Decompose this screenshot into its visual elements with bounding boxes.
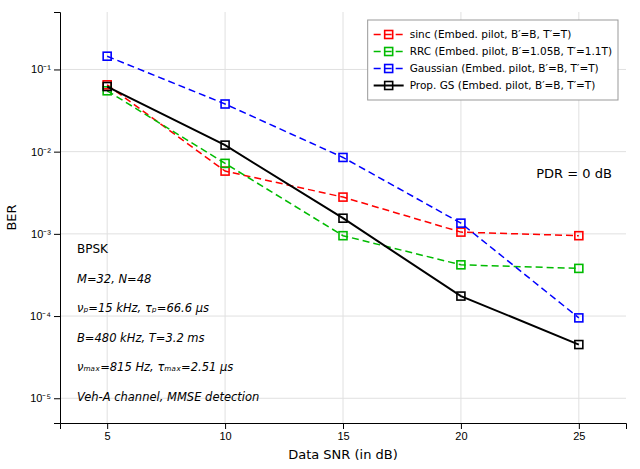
legend-marker [385,65,393,73]
x-axis-title: Data SNR (in dB) [288,447,398,462]
y-tick-label: 10⁻⁴ [30,310,51,322]
y-tick-mark [54,316,60,317]
legend-item: Prop. GS (Embed. pilot, B′=B, T′=T) [374,79,596,91]
marker [103,83,111,91]
legend-label: Prop. GS (Embed. pilot, B′=B, T′=T) [410,79,596,91]
y-tick-mark [54,152,60,153]
x-tick-label: 15 [337,430,349,442]
y-tick-mark [54,234,60,235]
x-tick-mark [579,423,580,429]
y-tick: 10⁻⁵ [30,392,60,404]
marker [575,314,583,322]
x-axis-line [61,424,627,430]
series [103,81,583,240]
legend-marker [385,82,393,90]
marker [457,219,465,227]
x-tick-mark [343,423,344,429]
x-tick-mark [225,423,226,429]
marker [221,141,229,149]
marker [575,232,583,240]
annotation: νₘₐₓ=815 Hz, τₘₐₓ=2.51 μs [77,360,233,374]
x-tick: 10 [219,423,231,442]
legend-item: Gaussian (Embed. pilot, B′=B, T′=T) [374,62,599,74]
marker [221,100,229,108]
legend: sinc (Embed. pilot, B′=B, T′=T) RRC (Embe… [368,20,618,100]
x-tick-mark [461,423,462,429]
x-axis: 5 10 15 20 25 [61,423,627,442]
x-tick: 5 [105,423,111,442]
marker [339,153,347,161]
legend-swatch [374,51,404,53]
y-tick: 10⁻⁴ [30,310,60,322]
annotation: B=480 kHz, T=3.2 ms [77,331,205,345]
x-tick: 15 [337,423,349,442]
marker [457,228,465,236]
series [103,87,583,273]
y-tick: 10⁻³ [31,228,60,240]
y-tick-label: 10⁻¹ [31,63,51,75]
grid [60,12,626,423]
x-tick-label: 5 [105,430,111,442]
x-tick: 25 [573,423,585,442]
marker [339,193,347,201]
y-axis-title: BER [4,204,19,230]
legend-marker [385,48,393,56]
marker [575,264,583,272]
marker [457,292,465,300]
marker [457,261,465,269]
legend-swatch [374,68,404,70]
marker [339,232,347,240]
x-tick-label: 10 [219,430,231,442]
series-line [107,91,579,269]
y-tick-label: 10⁻⁵ [30,392,51,404]
annotation: PDR = 0 dB [536,166,612,181]
chart: 5 10 15 20 25 10⁻⁵ 10⁻⁴ 10⁻³ 10⁻² 10⁻¹ sinc (Embed… [0,0,640,469]
x-tick-mark [107,423,108,429]
legend-label: Gaussian (Embed. pilot, B′=B, T′=T) [410,62,599,74]
x-tick: 20 [455,423,467,442]
marker [221,159,229,167]
y-tick-mark [54,398,60,399]
legend-label: RRC (Embed. pilot, B′=1.05B, T′=1.1T) [410,45,612,57]
y-tick: 10⁻¹ [31,63,60,75]
marker [103,52,111,60]
annotation: νₚ=15 kHz, τₚ=66.6 μs [77,301,209,315]
series-line [107,85,579,236]
y-grid-line [60,316,626,317]
legend-marker [385,31,393,39]
y-tick-label: 10⁻² [31,146,51,158]
annotation: Veh-A channel, MMSE detection [77,390,259,404]
annotation: BPSK [77,242,109,256]
annotation: M=32, N=48 [77,272,151,286]
y-axis-line [54,13,61,424]
y-tick-label: 10⁻³ [31,228,51,240]
plot: 5 10 15 20 25 10⁻⁵ 10⁻⁴ 10⁻³ 10⁻² 10⁻¹ sinc (Embed… [30,12,626,442]
y-tick-mark [54,69,60,70]
y-axis: 10⁻⁵ 10⁻⁴ 10⁻³ 10⁻² 10⁻¹ [30,13,60,424]
x-tick-label: 20 [455,430,467,442]
legend-box [368,20,618,100]
marker [575,341,583,349]
marker [339,214,347,222]
legend-label: sinc (Embed. pilot, B′=B, T′=T) [410,28,572,40]
y-grid-line [60,151,626,152]
legend-swatch [374,85,404,87]
x-tick-label: 25 [573,430,585,442]
marker [221,167,229,175]
y-grid-line [60,233,626,234]
legend-swatch [374,34,404,36]
legend-item: RRC (Embed. pilot, B′=1.05B, T′=1.1T) [374,45,612,57]
legend-item: sinc (Embed. pilot, B′=B, T′=T) [374,28,572,40]
y-tick: 10⁻² [31,146,60,158]
